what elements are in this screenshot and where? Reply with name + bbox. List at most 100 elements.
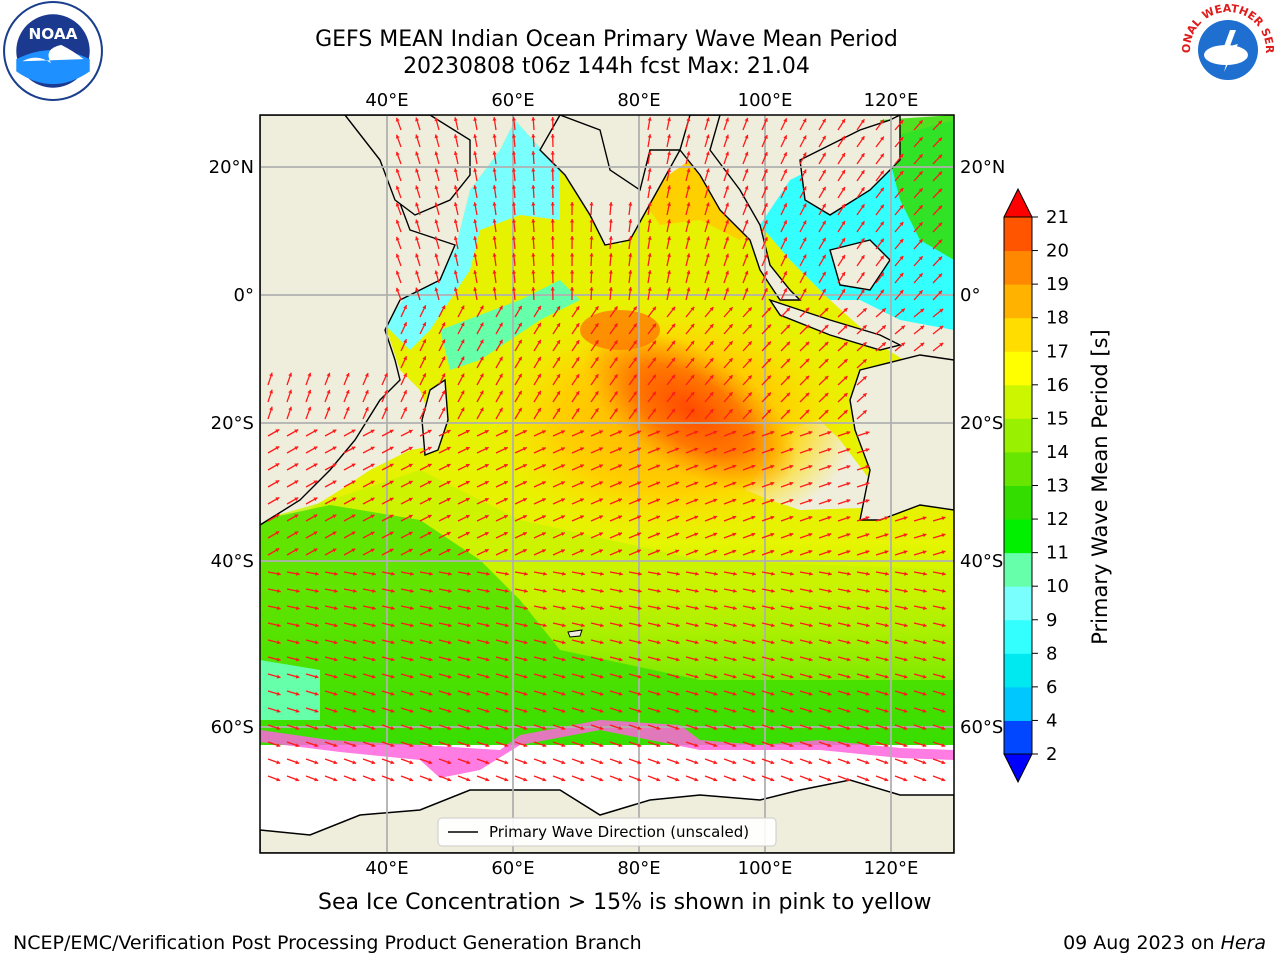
wave-arrow-head (751, 430, 756, 435)
wave-arrow-head (802, 288, 807, 293)
wave-arrow-head (671, 306, 676, 311)
wave-arrow-head (441, 322, 446, 327)
wave-arrow-head (744, 134, 749, 139)
wave-arrow-head (802, 203, 807, 208)
colorbar-under-arrow (1003, 753, 1033, 784)
wave-arrow-head (542, 623, 547, 628)
wave-arrow-head (770, 515, 775, 520)
wave-arrow-head (686, 185, 691, 190)
wave-arrow-head (589, 236, 594, 240)
wave-arrow-head (941, 640, 946, 645)
wave-arrow-head (939, 325, 944, 330)
wave-arrow-head (786, 358, 790, 363)
wave-arrow-head (846, 448, 851, 452)
wave-arrow-head (453, 270, 458, 275)
wave-arrow-head (884, 726, 889, 730)
wave-arrow-head (600, 571, 604, 576)
wave-arrow-head (618, 726, 623, 730)
wave-arrow-head (824, 410, 829, 414)
wave-arrow-head (492, 270, 497, 274)
wave-arrow-head (686, 236, 691, 241)
wave-arrow-head (492, 253, 497, 257)
wave-arrow-head (522, 447, 527, 451)
wave-arrow-head (824, 359, 829, 363)
wave-arrow-head (390, 708, 395, 713)
wave-arrow-head (619, 588, 623, 593)
wave-arrow-head (705, 202, 710, 207)
wave-arrow-head (403, 322, 407, 327)
wave-arrow-head (860, 170, 865, 175)
wave-arrow-head (846, 743, 851, 748)
wave-arrow-head (732, 515, 737, 520)
wave-arrow-head (690, 357, 695, 362)
wave-arrow-head (351, 548, 356, 553)
wave-arrow-head (783, 288, 787, 293)
wave-arrow-head (492, 117, 497, 121)
wave-arrow-head (763, 203, 768, 207)
lat-tick-left: 0° (234, 285, 254, 306)
wave-arrow-head (453, 236, 458, 241)
wave-arrow-head (503, 447, 508, 451)
wave-arrow-head (694, 691, 699, 696)
wave-arrow-head (802, 220, 807, 225)
wave-arrow-head (744, 253, 749, 258)
wave-arrow-head (713, 760, 718, 765)
wave-arrow-head (560, 549, 565, 553)
wave-arrow-head (434, 219, 439, 224)
wave-arrow-head (351, 514, 356, 519)
wave-arrow-head (763, 254, 768, 258)
colorbar-tick-label: 16 (1046, 375, 1069, 396)
colorbar-segment (1004, 586, 1032, 621)
wave-arrow-head (728, 324, 733, 329)
wave-arrow-head (647, 236, 652, 240)
wave-arrow-head (556, 408, 560, 413)
wave-arrow-head (618, 549, 622, 554)
colorbar-segment (1004, 418, 1032, 453)
wave-arrow-head (725, 270, 729, 275)
wave-arrow-head (884, 640, 889, 645)
wave-arrow-head (524, 588, 528, 593)
wave-arrow-head (415, 168, 420, 173)
wave-arrow-head (276, 777, 281, 782)
wave-arrow-head (531, 270, 536, 274)
map-legend: Primary Wave Direction (unscaled) (437, 817, 777, 847)
wave-arrow-head (351, 497, 356, 502)
wave-arrow-head (542, 777, 547, 782)
wave-arrow-head (313, 514, 318, 519)
wave-arrow-head (783, 203, 787, 208)
wave-arrow-head (671, 340, 676, 345)
colorbar-tick-label: 12 (1046, 509, 1069, 530)
wave-arrow-head (579, 430, 584, 434)
wave-arrow-head (453, 202, 458, 207)
wave-arrow-head (314, 743, 319, 748)
wave-arrow-head (686, 117, 691, 122)
wave-arrow-head (770, 691, 775, 696)
wave-arrow-head (783, 237, 787, 242)
wave-arrow-head (618, 640, 623, 645)
wave-arrow-head (370, 429, 375, 434)
wave-arrow-head (428, 726, 433, 730)
wave-arrow-head (656, 515, 660, 520)
wave-arrow-head (485, 726, 490, 730)
wave-arrow-head (395, 168, 400, 173)
wave-arrow-head (713, 743, 718, 748)
wave-arrow-head (561, 743, 566, 748)
wave-arrow-head (725, 236, 729, 241)
colorbar-segment (1004, 451, 1032, 486)
india (539, 115, 682, 246)
wave-arrow-head (808, 430, 813, 435)
wave-arrow-head (805, 358, 810, 363)
wave-arrow-head (647, 253, 652, 257)
wave-arrow-head (732, 691, 737, 696)
colorbar-tick-label: 15 (1046, 408, 1069, 429)
wave-arrow-head (865, 726, 870, 730)
wave-arrow-head (518, 305, 522, 310)
wave-arrow-head (941, 708, 946, 713)
wave-arrow-head (880, 272, 884, 277)
wave-arrow-head (409, 743, 414, 748)
wave-arrow-head (543, 571, 547, 576)
wave-arrow-head (647, 117, 652, 121)
wave-arrow-head (827, 657, 832, 662)
wave-arrow-head (808, 498, 813, 503)
wave-arrow-head (518, 356, 522, 361)
